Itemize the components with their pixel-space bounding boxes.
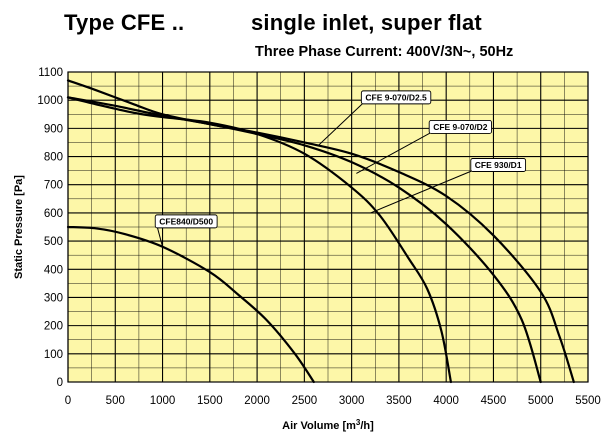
x-tick-label: 1000	[150, 395, 176, 407]
callout-leader-line	[318, 102, 364, 146]
callout-leader-line	[370, 170, 473, 214]
callout-label: CFE 930/D1	[475, 160, 522, 170]
x-tick-label: 500	[106, 395, 125, 407]
callout-box	[428, 120, 492, 134]
y-tick-label: 600	[44, 208, 63, 220]
y-tick-label: 100	[44, 349, 63, 361]
callout-leader-line	[156, 226, 164, 247]
x-axis-label: Air Volume [m3/h]	[282, 418, 374, 432]
y-tick-label: 1000	[37, 95, 63, 107]
y-tick-label: 800	[44, 152, 63, 164]
curve-cfe-9-070-d2-5	[66, 79, 575, 384]
x-tick-label: 4500	[481, 395, 507, 407]
y-tick-label: 200	[44, 321, 63, 333]
x-tick-label: 4000	[433, 395, 459, 407]
x-tick-label: 0	[65, 395, 71, 407]
y-tick-label: 500	[44, 236, 63, 248]
chart-type-title: Type CFE ..	[64, 10, 185, 35]
curve-cfe-9-070-d2	[66, 96, 542, 384]
callouts: CFE 9-070/D2.5 CFE 9-070/D2 CFE 930/D1 CFE8…	[154, 90, 527, 247]
chart-subtitle: Three Phase Current: 400V/3N~, 50Hz	[255, 44, 514, 60]
x-tick-label: 3500	[386, 395, 412, 407]
y-tick-label: 300	[44, 292, 63, 304]
callout-leader-line	[356, 132, 432, 174]
chart-description-title: single inlet, super flat	[251, 10, 482, 35]
callout-cfe-9-070-d2-5: CFE 9-070/D2.5	[318, 90, 432, 146]
callout-box	[154, 214, 218, 229]
callout-cfe-9-070-d2: CFE 9-070/D2	[356, 120, 492, 174]
y-tick-label: 900	[44, 123, 63, 135]
plot-border	[67, 71, 589, 383]
x-tick-label: 2500	[292, 395, 318, 407]
callout-label: CFE 9-070/D2	[433, 122, 488, 132]
callout-box	[470, 158, 527, 172]
y-tick-label: 400	[44, 264, 63, 276]
curve-cfe-930-d1	[66, 96, 453, 384]
y-tick-label: 1100	[38, 67, 63, 79]
x-tick-label: 3000	[339, 395, 365, 407]
y-tick-label: 700	[44, 180, 63, 192]
callout-box	[360, 90, 432, 105]
x-tick-label: 5500	[575, 395, 601, 407]
callout-label: CFE840/D500	[159, 216, 213, 226]
x-tick-label: 2000	[244, 395, 270, 407]
curves	[66, 79, 575, 384]
x-tick-label: 5000	[528, 395, 554, 407]
callout-cfe-930-d1: CFE 930/D1	[370, 158, 527, 214]
callout-cfe840-d500: CFE840/D500	[154, 214, 218, 247]
y-tick-label: 0	[57, 377, 63, 389]
curve-cfe840-d500	[66, 225, 315, 384]
y-axis-label: Static Pressure [Pa]	[13, 175, 25, 279]
x-tick-label: 1500	[197, 395, 223, 407]
callout-label: CFE 9-070/D2.5	[365, 92, 427, 102]
tick-labels: 0 500 1000 1500 2000 2500 3000 3500 4000 4500 5000…	[37, 67, 600, 407]
